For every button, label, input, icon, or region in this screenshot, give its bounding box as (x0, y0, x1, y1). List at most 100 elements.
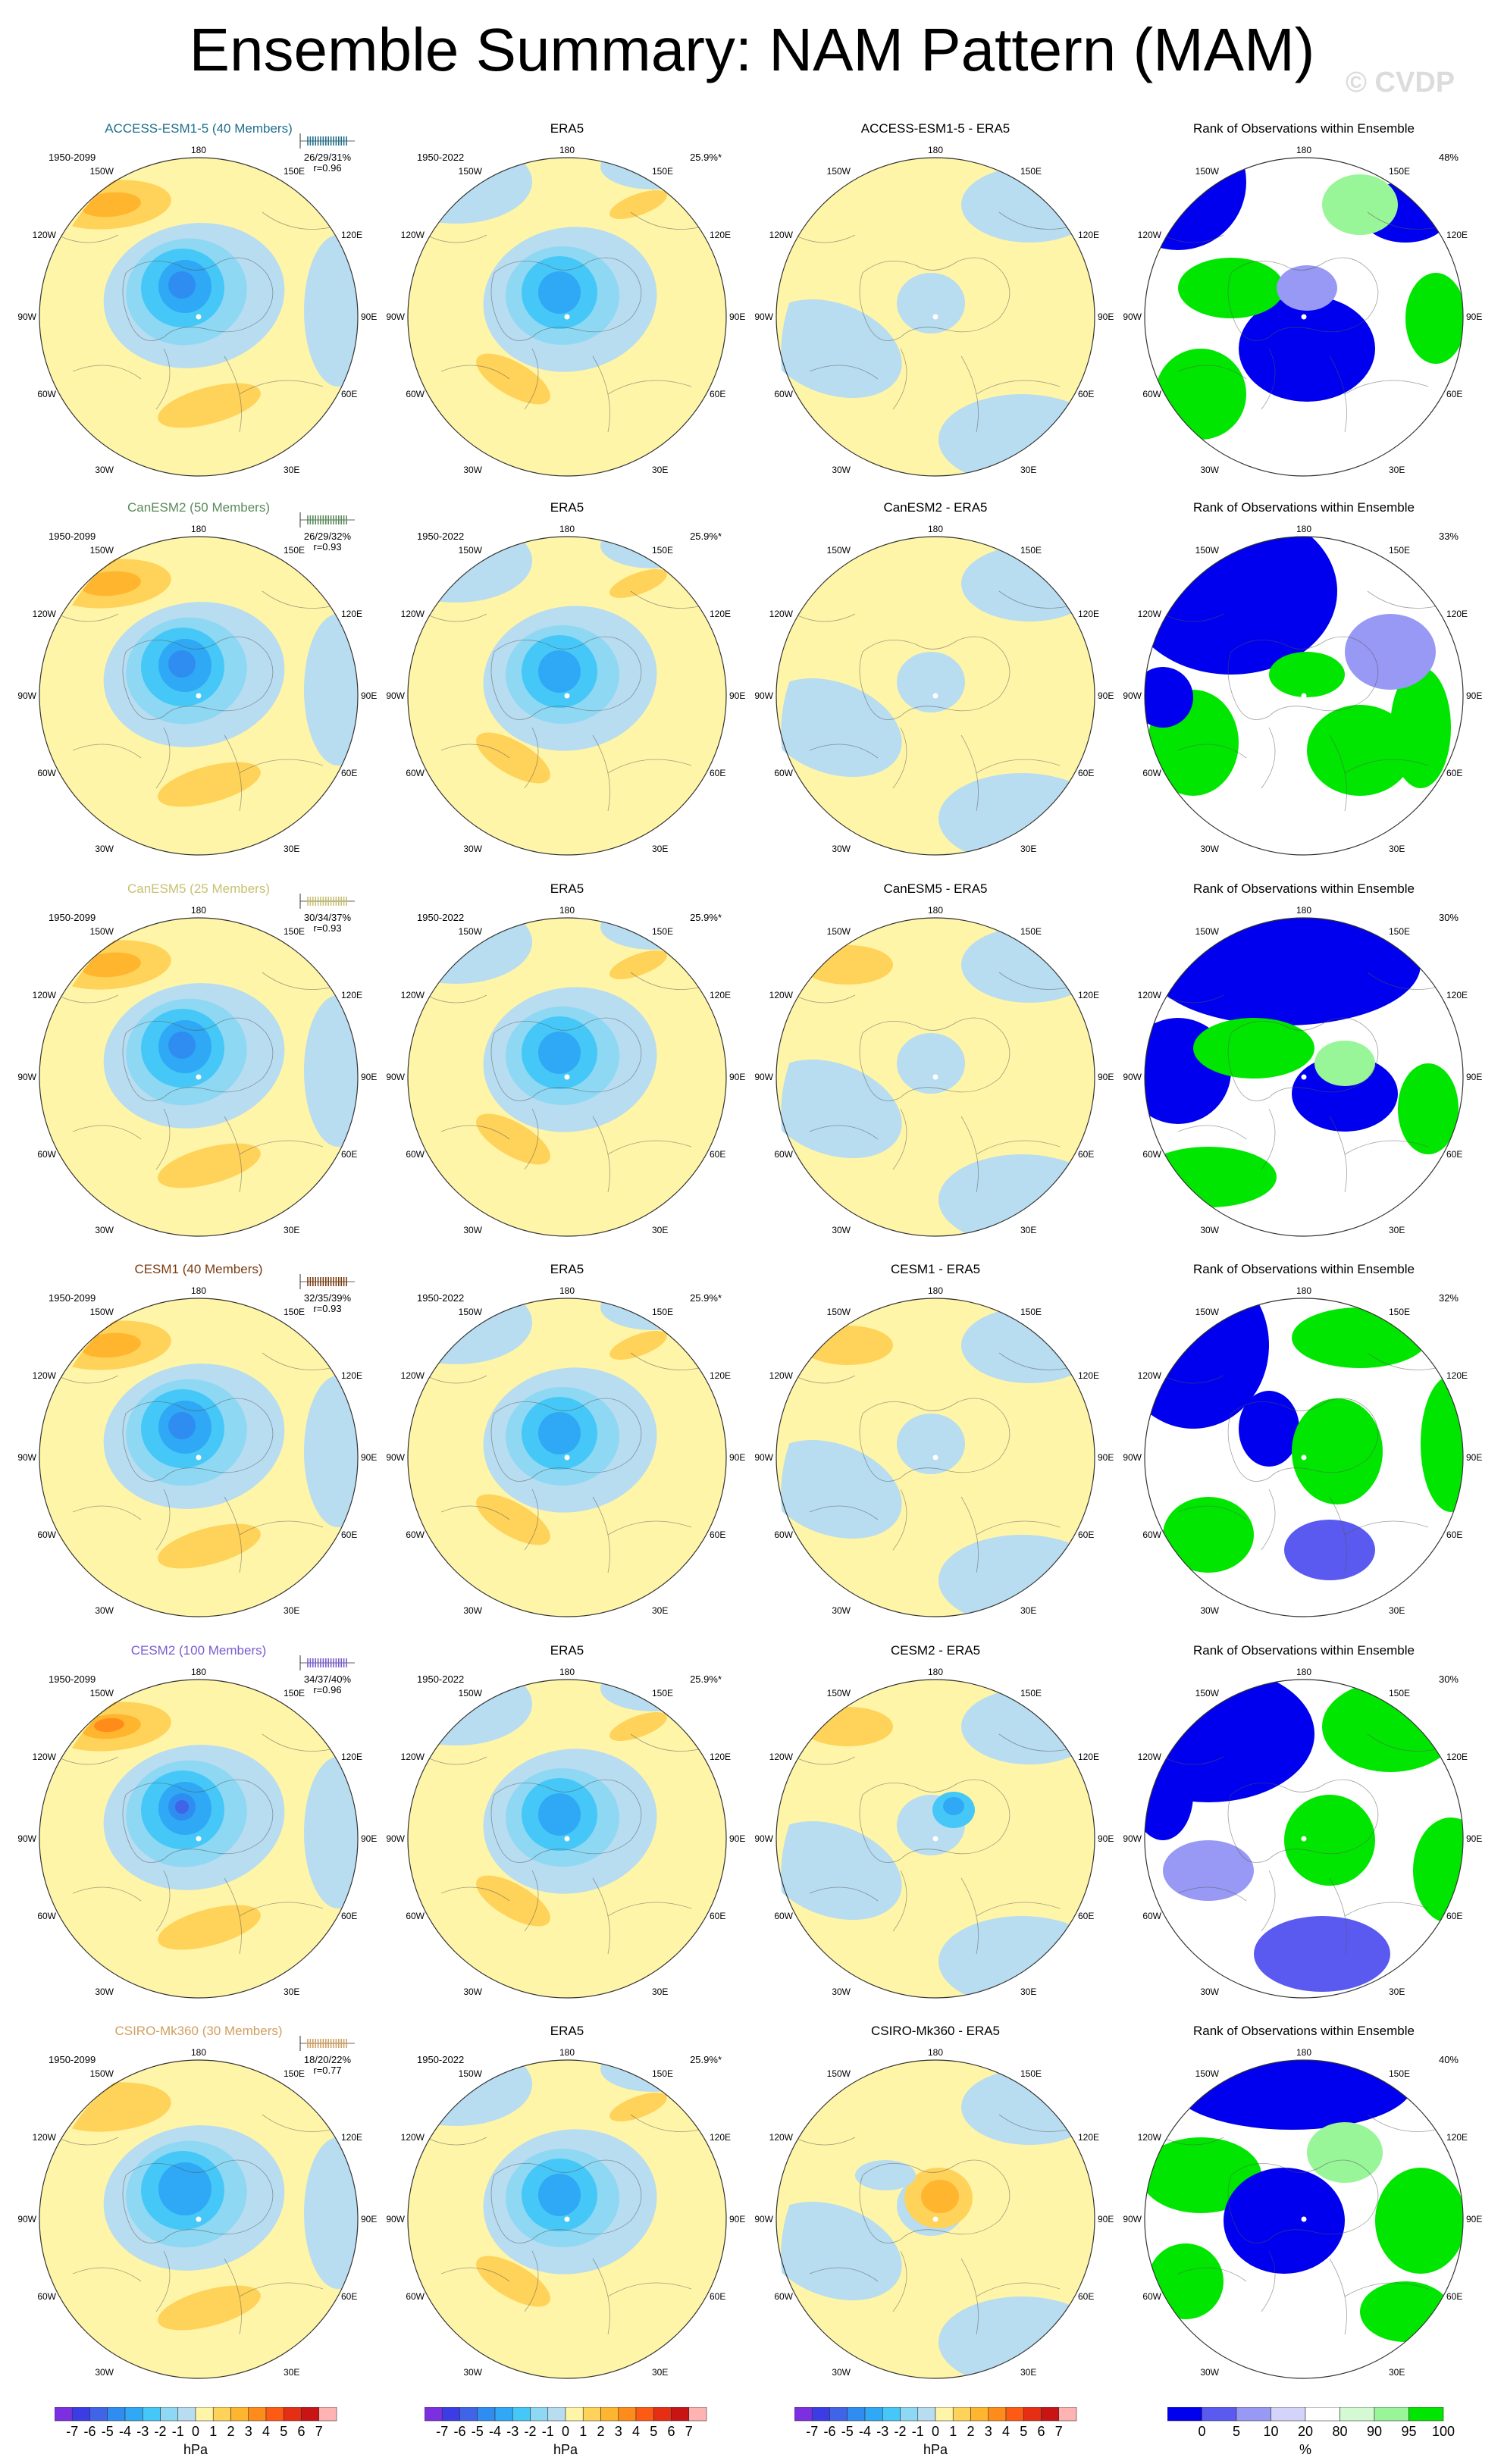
coastlines (1162, 1733, 1437, 1955)
map-tick-lon_60w: 60W (37, 1529, 56, 1540)
map-tick-lon_30w: 30W (1200, 2367, 1219, 2378)
map-tick-lon_60e: 60E (1078, 389, 1094, 399)
map-tick-lat_top: 180 (928, 1667, 943, 1677)
hpa-colorbar-swatch (547, 2406, 566, 2422)
hpa-colorbar-swatch (671, 2406, 690, 2422)
obs-panel-1: 1800150W150E120W120E90W90E60W60E30W30EER… (381, 121, 754, 477)
pole-marker (932, 1836, 938, 1842)
hpa-colorbar-swatch (195, 2406, 214, 2422)
map-tick-lon_150e: 150E (284, 1688, 305, 1699)
obs-title: ERA5 (550, 500, 584, 515)
map-tick-lon_120e: 120E (1078, 230, 1099, 240)
rank-colorbar-swatch (1167, 2406, 1202, 2422)
map-tick-lat_top: 180 (1296, 1667, 1311, 1677)
map-tick-lon_150w: 150W (90, 545, 114, 556)
hpa-colorbar-label: 7 (315, 2424, 323, 2439)
map-tick-lon_120w: 120W (401, 2132, 425, 2143)
obs-variance: 25.9%* (690, 152, 722, 163)
model-map: 1800150W150E120W120E90W90E60W60E30W30E (17, 1667, 377, 1999)
map-tick-lon_30w: 30W (95, 2367, 114, 2378)
hpa-colorbar-label: -3 (136, 2424, 149, 2439)
rank-colorbar-svg: 0 5 10 20 80 90 95 100% (1167, 2406, 1455, 2457)
map-tick-lon_60e: 60E (1446, 1529, 1462, 1540)
map-tick-lon_120e: 120E (341, 230, 362, 240)
hpa-colorbar-swatch (283, 2406, 302, 2422)
hpa-colorbar-label: -1 (172, 2424, 184, 2439)
map-tick-lon_120e: 120E (1446, 609, 1468, 619)
map-tick-lon_150e: 150E (1389, 2068, 1410, 2079)
map-tick-lon_150e: 150E (284, 2068, 305, 2079)
pole-marker (1301, 2216, 1307, 2222)
map-tick-lat_top: 180 (1296, 145, 1311, 155)
map-tick-lon_30e: 30E (284, 1987, 299, 1997)
obs-period: 1950-2022 (417, 1292, 465, 1304)
map-tick-lon_150w: 150W (459, 1688, 483, 1699)
map-tick-lon_120e: 120E (1446, 1752, 1468, 1762)
coastlines (425, 1733, 700, 1955)
coastlines (57, 1733, 331, 1955)
map-tick-lon_30e: 30E (1389, 1987, 1405, 1997)
map-tick-lon_150e: 150E (652, 545, 673, 556)
hpa-colorbar-label: 1 (209, 2424, 217, 2439)
obs-panel-5: 1800150W150E120W120E90W90E60W60E30W30EER… (381, 1643, 754, 1999)
hpa-colorbar-label: -2 (154, 2424, 166, 2439)
rank-pct: 33% (1438, 531, 1459, 542)
map-tick-lon_60w: 60W (406, 1529, 425, 1540)
map-tick-lon_90e: 90E (1098, 1833, 1114, 1844)
map-tick-lon_120w: 120W (1138, 2132, 1162, 2143)
coastlines (794, 211, 1068, 433)
map-tick-lon_120w: 120W (1138, 1370, 1162, 1381)
coastlines (794, 1733, 1068, 1955)
hpa-colorbar-swatch (177, 2406, 196, 2422)
model-period: 1950-2099 (49, 912, 96, 923)
map-tick-lon_150e: 150E (1389, 1307, 1410, 1317)
obs-period: 1950-2022 (417, 152, 465, 163)
hpa-colorbar-swatch (1023, 2406, 1042, 2422)
pattern-corr: r=0.77 (313, 2065, 342, 2076)
map-tick-lon_120w: 120W (33, 1370, 57, 1381)
map-tick-lon_150e: 150E (652, 2068, 673, 2079)
hpa-colorbar-label: 5 (1020, 2424, 1027, 2439)
map-tick-lon_90w: 90W (754, 690, 773, 701)
obs-variance: 25.9%* (690, 1292, 722, 1304)
ensemble-range-box: 26/29/31% r=0.96 (297, 130, 358, 177)
rank-colorbar-swatch (1340, 2406, 1375, 2422)
map-tick-lon_30w: 30W (95, 1605, 114, 1616)
hpa-colorbar-label: 1 (949, 2424, 957, 2439)
map-tick-lon_120w: 120W (769, 2132, 794, 2143)
map-tick-lon_150w: 150W (827, 1307, 851, 1317)
pole-marker (932, 2216, 938, 2222)
map-tick-lon_120e: 120E (710, 1370, 731, 1381)
hpa-colorbar-swatch (248, 2406, 267, 2422)
map-tick-lon_150e: 150E (1389, 926, 1410, 937)
map-tick-lon_90w: 90W (17, 690, 36, 701)
obs-title: ERA5 (550, 1262, 584, 1276)
hpa-colorbar-swatch (618, 2406, 637, 2422)
hpa-colorbar-swatch (582, 2406, 601, 2422)
diff-panel-2: 1800150W150E120W120E90W90E60W60E30W30ECa… (749, 500, 1122, 856)
map-tick-lat_top: 180 (1296, 2047, 1311, 2058)
colorbar-hpa-1: -7 -6 -5 -4 -3 -2 -1 0 1 2 3 4 5 6 7 hPa (54, 2406, 352, 2464)
map-tick-lon_60w: 60W (406, 1911, 425, 1921)
hpa-colorbar-swatch (847, 2406, 866, 2422)
obs-panel-2: 1800150W150E120W120E90W90E60W60E30W30EER… (381, 500, 754, 856)
map-tick-lon_120w: 120W (769, 1752, 794, 1762)
hpa-colorbar-label: 7 (1055, 2424, 1063, 2439)
map-tick-lon_120e: 120E (1078, 609, 1099, 619)
map-tick-lon_90e: 90E (361, 1072, 377, 1082)
pole-marker (564, 1074, 570, 1080)
map-tick-lat_top: 180 (559, 2047, 575, 2058)
pattern-pct: 26/29/32% (303, 531, 352, 542)
pole-marker (1301, 1454, 1307, 1461)
hpa-colorbar-label: 5 (280, 2424, 287, 2439)
map-tick-lon_120e: 120E (710, 1752, 731, 1762)
map-tick-lon_60w: 60W (1142, 389, 1161, 399)
map-tick-lon_90e: 90E (1098, 690, 1114, 701)
coastlines (1162, 1352, 1437, 1573)
map-tick-lon_90w: 90W (1123, 1833, 1142, 1844)
coastlines (425, 2114, 700, 2335)
diff-panel-5: 1800150W150E120W120E90W90E60W60E30W30ECE… (749, 1643, 1122, 1999)
diff-panel-4: 1800150W150E120W120E90W90E60W60E30W30ECE… (749, 1262, 1122, 1618)
hpa-colorbar-label: 6 (297, 2424, 305, 2439)
pole-marker (932, 1074, 938, 1080)
